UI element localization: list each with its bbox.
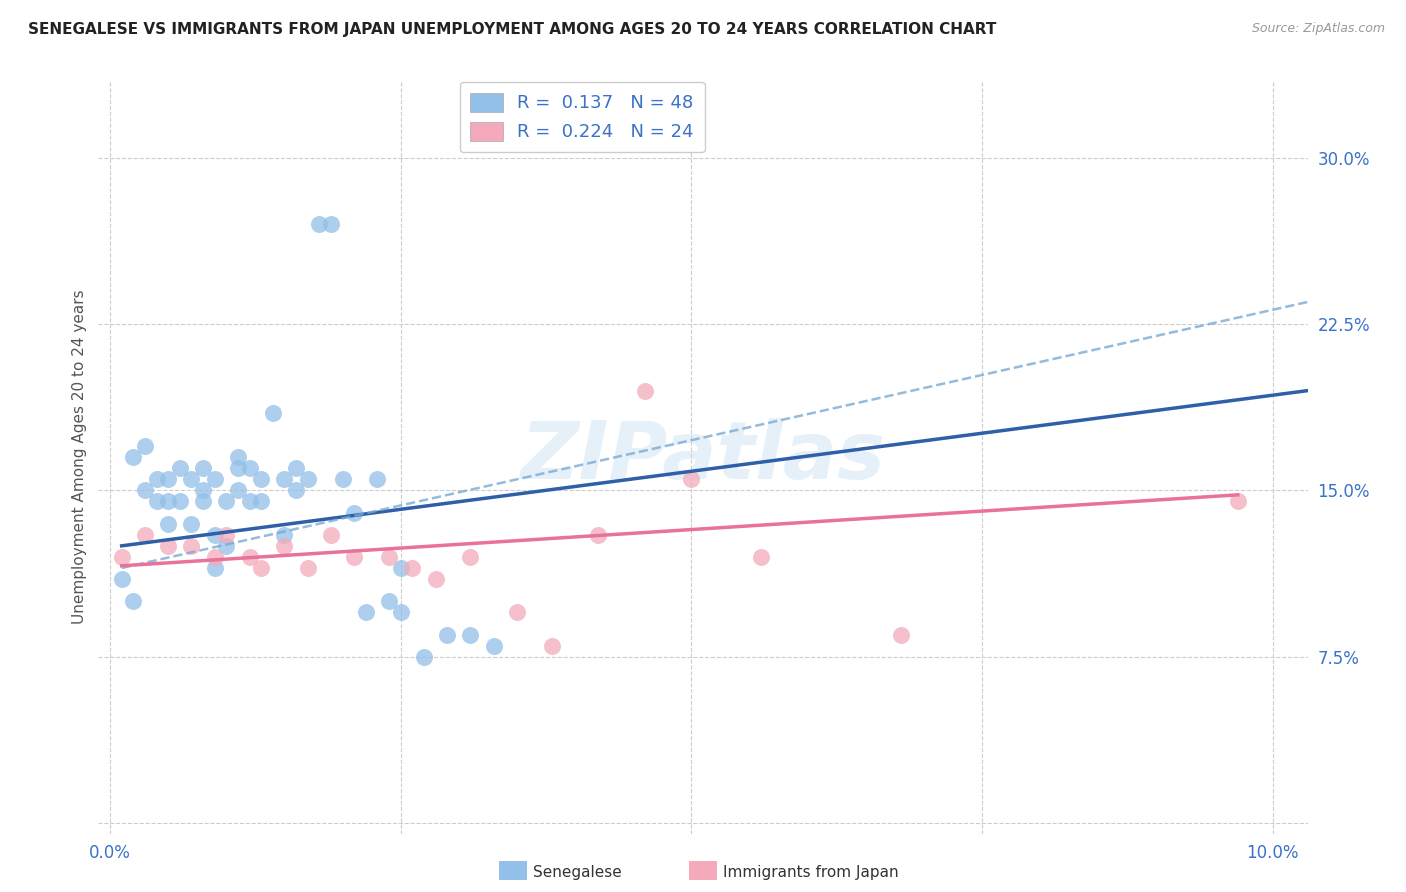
Point: [343, 506, 366, 520]
Point: [436, 627, 458, 641]
Point: [297, 561, 319, 575]
Point: [482, 639, 505, 653]
Point: [389, 561, 412, 575]
Legend: R =  0.137   N = 48, R =  0.224   N = 24: R = 0.137 N = 48, R = 0.224 N = 24: [460, 82, 704, 153]
Point: [343, 549, 366, 564]
Point: [378, 594, 401, 608]
Point: [890, 627, 912, 641]
Point: [273, 472, 295, 486]
Point: [111, 572, 134, 586]
Point: [319, 527, 342, 541]
Point: [262, 406, 284, 420]
Point: [204, 527, 226, 541]
Point: [250, 561, 273, 575]
Point: [297, 472, 319, 486]
Point: [366, 472, 388, 486]
Point: [239, 494, 262, 508]
Point: [226, 461, 249, 475]
Point: [204, 472, 226, 486]
Point: [145, 494, 167, 508]
Point: [239, 461, 262, 475]
Text: Immigrants from Japan: Immigrants from Japan: [723, 865, 898, 880]
Point: [540, 639, 562, 653]
Point: [378, 549, 401, 564]
Point: [180, 539, 202, 553]
Y-axis label: Unemployment Among Ages 20 to 24 years: Unemployment Among Ages 20 to 24 years: [72, 290, 87, 624]
Point: [180, 472, 202, 486]
Point: [191, 494, 214, 508]
Point: [191, 461, 214, 475]
Point: [273, 539, 295, 553]
Point: [425, 572, 447, 586]
Text: Source: ZipAtlas.com: Source: ZipAtlas.com: [1251, 22, 1385, 36]
Point: [111, 549, 134, 564]
Point: [134, 439, 156, 453]
Point: [215, 527, 238, 541]
Point: [273, 527, 295, 541]
Point: [157, 539, 180, 553]
Point: [681, 472, 703, 486]
Point: [122, 450, 145, 464]
Point: [1226, 494, 1249, 508]
Point: [157, 472, 180, 486]
Point: [239, 549, 262, 564]
Point: [506, 605, 529, 619]
Point: [169, 461, 191, 475]
Point: [215, 494, 238, 508]
Point: [204, 549, 226, 564]
Point: [226, 450, 249, 464]
Point: [191, 483, 214, 498]
Point: [157, 516, 180, 531]
Point: [226, 483, 249, 498]
Point: [145, 472, 167, 486]
Point: [319, 218, 342, 232]
Point: [413, 649, 436, 664]
Point: [157, 494, 180, 508]
Point: [588, 527, 610, 541]
Text: Senegalese: Senegalese: [533, 865, 621, 880]
Point: [308, 218, 330, 232]
Point: [169, 494, 191, 508]
Point: [389, 605, 412, 619]
Point: [332, 472, 354, 486]
Point: [134, 527, 156, 541]
Point: [749, 549, 772, 564]
Point: [250, 472, 273, 486]
Point: [285, 483, 308, 498]
Point: [250, 494, 273, 508]
Point: [285, 461, 308, 475]
Point: [460, 549, 482, 564]
Point: [354, 605, 377, 619]
Text: ZIPatlas: ZIPatlas: [520, 418, 886, 496]
Point: [634, 384, 657, 398]
Point: [204, 561, 226, 575]
Point: [122, 594, 145, 608]
Point: [215, 539, 238, 553]
Point: [401, 561, 423, 575]
Point: [180, 516, 202, 531]
Point: [134, 483, 156, 498]
Text: SENEGALESE VS IMMIGRANTS FROM JAPAN UNEMPLOYMENT AMONG AGES 20 TO 24 YEARS CORRE: SENEGALESE VS IMMIGRANTS FROM JAPAN UNEM…: [28, 22, 997, 37]
Point: [460, 627, 482, 641]
